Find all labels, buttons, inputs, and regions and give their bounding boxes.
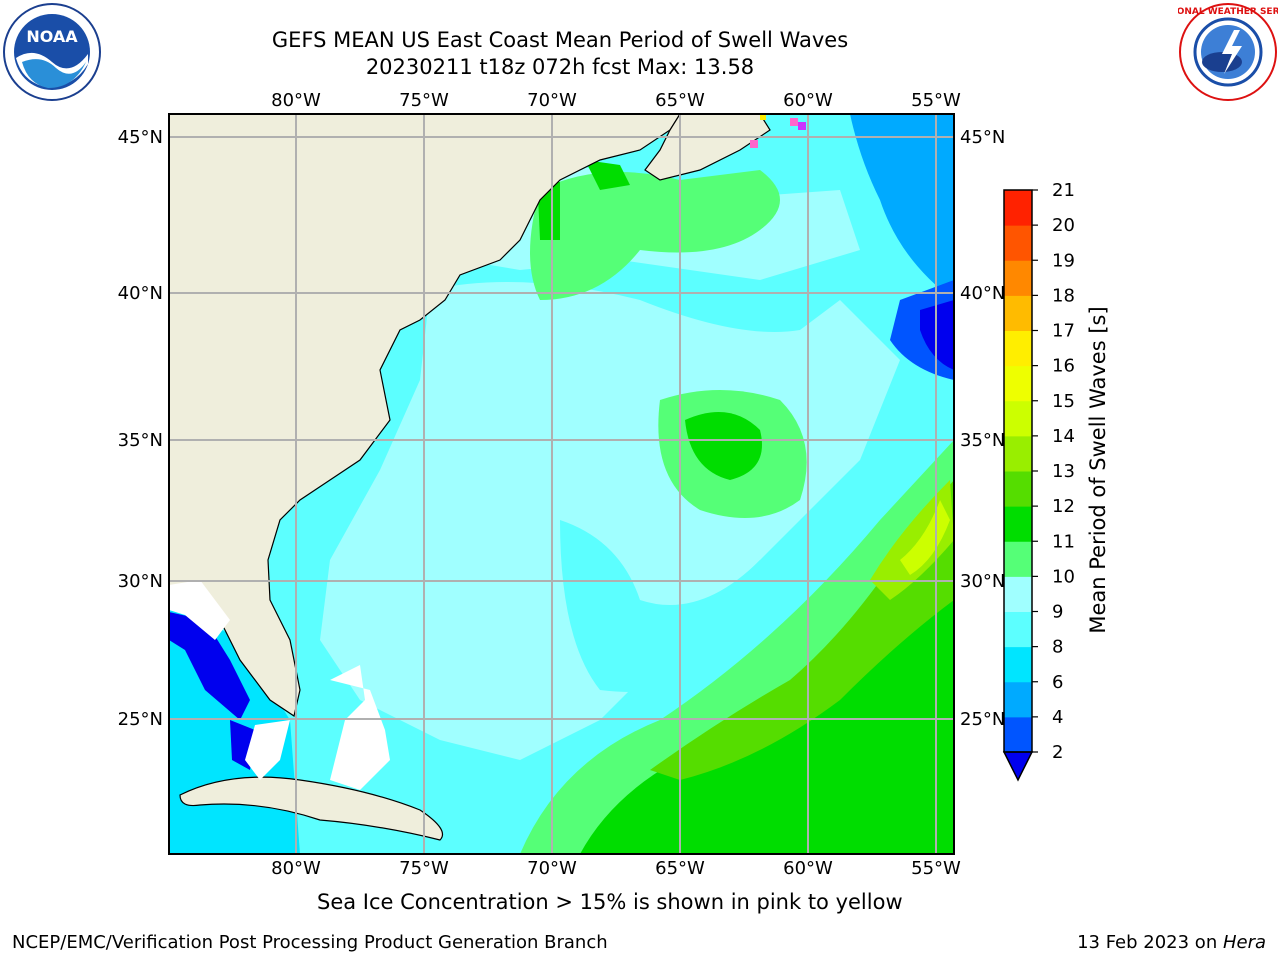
colorbar-segment <box>1004 611 1032 648</box>
missing-data-gulf-coast <box>169 580 230 640</box>
colorbar-tick-label: 4 <box>1052 707 1063 728</box>
lon-label: 75°W <box>399 90 449 111</box>
swell-band-12-13 <box>870 480 954 600</box>
colorbar-under-arrow <box>1002 751 1034 782</box>
colorbar-tick-label: 15 <box>1052 391 1075 412</box>
nws-logo: NATIONAL WEATHER SERVICE <box>1178 3 1278 101</box>
swell-band-10-11-center <box>685 412 762 480</box>
colorbar-segment <box>1004 400 1032 437</box>
lat-label: 30°N <box>118 571 163 592</box>
swell-band-10-11-gulf <box>585 160 630 190</box>
colorbar-tick-label: 13 <box>1052 461 1075 482</box>
lon-label: 70°W <box>527 858 577 879</box>
noaa-logo: NOAA <box>3 3 101 101</box>
lon-label: 65°W <box>655 90 705 111</box>
lon-labels-bottom: 80°W 75°W 70°W 65°W 60°W 55°W <box>271 858 961 879</box>
swell-band-9-10-north <box>530 170 780 300</box>
colorbar-tick-label: 6 <box>1052 672 1063 693</box>
colorbar-segment <box>1004 646 1032 683</box>
colorbar-label: Mean Period of Swell Waves [s] <box>1086 306 1110 634</box>
lon-label: 80°W <box>271 858 321 879</box>
colorbar-segment <box>1004 471 1032 507</box>
sea-ice-caption: Sea Ice Concentration > 15% is shown in … <box>317 890 903 914</box>
sea-ice-cell <box>750 140 758 148</box>
missing-data-florida-keys <box>245 720 290 780</box>
lat-label: 40°N <box>118 283 163 304</box>
graticule <box>169 114 954 854</box>
lat-label: 25°N <box>960 709 1005 730</box>
lon-label: 80°W <box>271 90 321 111</box>
lat-label: 45°N <box>960 127 1005 148</box>
map-frame <box>168 113 955 855</box>
colorbar-tick-label: 16 <box>1052 356 1075 377</box>
swell-band-under-2-gulf <box>169 612 250 720</box>
map-title: GEFS MEAN US East Coast Mean Period of S… <box>271 28 849 52</box>
colorbar-segment <box>1004 576 1032 612</box>
lon-label: 55°W <box>911 858 961 879</box>
footer-date-text: 13 Feb 2023 on <box>1077 932 1223 953</box>
colorbar-tick-label: 14 <box>1052 426 1075 447</box>
svg-text:NOAA: NOAA <box>26 27 78 46</box>
colorbar-segment <box>1004 330 1032 367</box>
colorbar-segment <box>1004 506 1032 542</box>
colorbar-segment <box>1004 435 1032 472</box>
swell-band-13-14 <box>900 500 950 575</box>
colorbar-segment <box>1004 716 1032 753</box>
lat-labels-right: 45°N 40°N 35°N 30°N 25°N <box>960 127 1005 730</box>
swell-band-6-8 <box>560 520 780 692</box>
missing-data-bahamas <box>330 665 390 790</box>
footer-date: 13 Feb 2023 on Hera <box>1077 932 1266 953</box>
colorbar-tick-label: 12 <box>1052 496 1075 517</box>
colorbar-tick-label: 9 <box>1052 602 1063 623</box>
svg-text:NATIONAL WEATHER SERVICE: NATIONAL WEATHER SERVICE <box>1178 7 1278 17</box>
sea-ice-cell <box>790 118 798 126</box>
colorbar-segment <box>1004 365 1032 402</box>
colorbar-segment <box>1004 260 1032 296</box>
lat-label: 35°N <box>118 430 163 451</box>
lat-label: 25°N <box>118 709 163 730</box>
colorbar-tick-label: 17 <box>1052 321 1075 342</box>
colorbar-segment <box>1004 190 1032 226</box>
colorbar-segment <box>1004 295 1032 331</box>
lon-label: 60°W <box>783 858 833 879</box>
colorbar-tick-label: 18 <box>1052 285 1075 306</box>
footer-credit: NCEP/EMC/Verification Post Processing Pr… <box>12 932 608 953</box>
colorbar-tick-label: 21 <box>1052 180 1075 201</box>
colorbar-segment <box>1004 681 1032 718</box>
colorbar-tick-label: 2 <box>1052 742 1063 763</box>
lat-labels-left: 45°N 40°N 35°N 30°N 25°N <box>118 127 163 730</box>
sea-ice-cell <box>760 114 766 120</box>
colorbar-tick-label: 11 <box>1052 531 1075 552</box>
map-subtitle: 20230211 t18z 072h fcst Max: 13.58 <box>365 55 755 79</box>
lat-label: 45°N <box>118 127 163 148</box>
colorbar-segment <box>1004 225 1032 261</box>
lon-label: 65°W <box>655 858 705 879</box>
lon-label: 55°W <box>911 90 961 111</box>
swell-band-10-11-southeast <box>580 480 954 854</box>
colorbar-tick-label: 8 <box>1052 637 1063 658</box>
lon-label: 75°W <box>399 858 449 879</box>
sea-ice-cell <box>798 122 806 130</box>
lat-label: 40°N <box>960 283 1005 304</box>
footer-host: Hera <box>1222 932 1266 953</box>
lon-labels-top: 80°W 75°W 70°W 65°W 60°W 55°W <box>271 90 961 111</box>
colorbar-tick-label: 10 <box>1052 566 1075 587</box>
lat-label: 30°N <box>960 571 1005 592</box>
colorbar-tick-label: 19 <box>1052 250 1075 271</box>
colorbar-segment <box>1004 541 1032 577</box>
swell-band-4-6-northeast <box>850 114 954 300</box>
lon-label: 70°W <box>527 90 577 111</box>
colorbar: 2 4 6 8 9 10 11 12 13 14 15 16 17 18 19 20 21 <box>1002 180 1075 782</box>
lat-label: 35°N <box>960 430 1005 451</box>
colorbar-tick-label: 20 <box>1052 215 1075 236</box>
lon-label: 60°W <box>783 90 833 111</box>
